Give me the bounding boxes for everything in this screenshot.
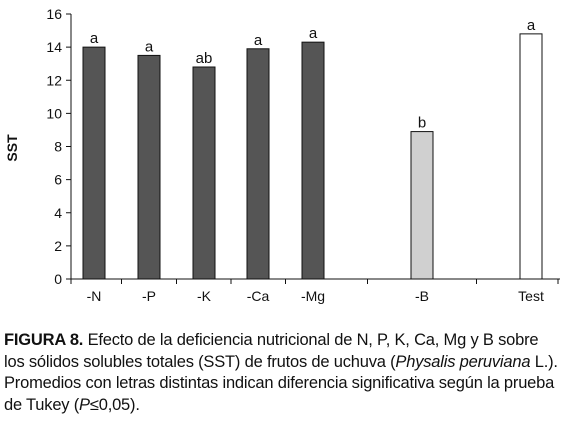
significance-letter: a	[90, 30, 99, 47]
caption-p-symbol: P	[79, 395, 90, 414]
caption-label: FIGURA 8.	[4, 331, 84, 349]
y-tick-label: 4	[54, 205, 62, 221]
y-tick-label: 12	[46, 72, 62, 88]
significance-letter: a	[527, 17, 536, 34]
x-tick-label: -N	[87, 288, 102, 304]
significance-letter: b	[418, 115, 426, 132]
x-tick-label: -Mg	[301, 288, 325, 304]
x-tick-label: -B	[415, 288, 429, 304]
y-axis-label: SST	[4, 134, 20, 162]
bar-b	[410, 131, 434, 280]
y-tick-label: 16	[46, 6, 62, 22]
chart: SST 0 2 4 6 8 10 12 14 16 a a ab a a b a -N -P -K -Ca -Mg -…	[4, 6, 560, 304]
y-tick-label: 14	[46, 39, 62, 55]
x-tick-label: Test	[518, 288, 544, 304]
significance-letter: a	[254, 32, 263, 49]
bar-k	[192, 66, 216, 280]
caption-text-1: Efecto de la deficiencia nutricional de …	[4, 331, 539, 371]
x-ticks: -N -P -K -Ca -Mg -B Test	[70, 279, 559, 304]
caption-text-2: L.). Promedios con letras distintas indi…	[4, 352, 558, 414]
caption-text-3: ≤0,05).	[89, 395, 140, 414]
bar-mg	[301, 41, 325, 280]
y-tick-label: 6	[54, 172, 62, 188]
y-tick-label: 2	[54, 238, 62, 254]
x-tick-label: -K	[197, 288, 212, 304]
bar-test	[519, 33, 543, 280]
figure-caption: FIGURA 8. Efecto de la deficiencia nutri…	[4, 330, 560, 416]
significance-letter: ab	[196, 50, 213, 67]
bar-p	[137, 54, 161, 280]
y-tick-label: 0	[54, 271, 62, 287]
bar-ca	[246, 48, 270, 280]
significance-letter: a	[309, 25, 318, 42]
bar-n	[82, 46, 106, 280]
y-ticks: 0 2 4 6 8 10 12 14 16	[46, 6, 71, 287]
y-tick-label: 8	[54, 139, 62, 155]
x-tick-label: -P	[142, 288, 156, 304]
significance-letter: a	[145, 38, 154, 55]
y-tick-label: 10	[46, 105, 62, 121]
x-tick-label: -Ca	[247, 288, 270, 304]
caption-species: Physalis peruviana	[395, 352, 531, 371]
